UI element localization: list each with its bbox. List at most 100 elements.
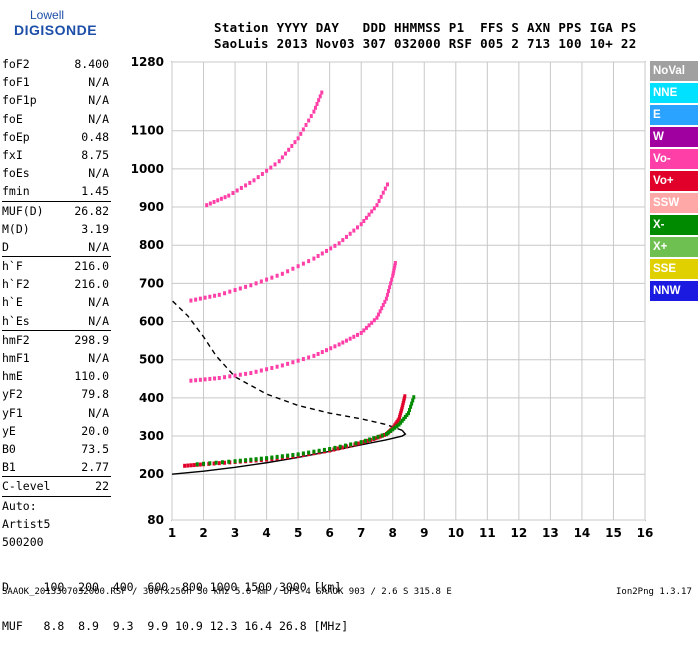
legend-item-sse: SSE: [650, 259, 698, 279]
echo-point: [239, 185, 243, 190]
echo-point: [381, 302, 385, 307]
echo-point: [352, 334, 356, 339]
param-name: hmF2: [2, 332, 30, 347]
echo-point: [299, 131, 303, 136]
echo-point: [212, 199, 216, 204]
echo-point: [244, 371, 248, 376]
echo-point: [380, 306, 384, 311]
echo-point: [392, 268, 396, 273]
echo-point: [286, 453, 290, 458]
echo-point: [293, 140, 297, 145]
param-row: Auto:: [2, 497, 114, 515]
param-value: N/A: [88, 405, 109, 420]
echo-point: [254, 457, 258, 462]
param-value: 0.48: [81, 129, 109, 144]
echo-point: [375, 203, 379, 208]
y-tick-label: 700: [139, 276, 164, 290]
echo-point: [364, 325, 368, 330]
echo-point: [307, 118, 311, 123]
echo-point: [265, 168, 269, 173]
param-name: fmin: [2, 184, 30, 199]
param-name: hmE: [2, 369, 23, 384]
echo-point: [208, 376, 212, 381]
echo-point: [390, 277, 394, 282]
echo-point: [212, 461, 216, 466]
echo-point: [317, 448, 321, 453]
distance-row: D 100 200 400 600 800 1000 1500 3000 [km…: [2, 580, 342, 594]
param-value: N/A: [88, 351, 109, 365]
echo-point: [412, 395, 416, 400]
param-name: fxI: [2, 147, 23, 162]
echo-point: [395, 424, 399, 429]
echo-point: [260, 171, 264, 176]
x-tick-label: 1: [168, 526, 176, 540]
param-name: h`Es: [2, 313, 30, 328]
echo-point: [304, 122, 308, 127]
echo-point: [400, 418, 404, 423]
param-name: foF2: [2, 57, 30, 71]
echo-point: [291, 360, 295, 365]
param-name: MUF(D): [2, 203, 44, 218]
echo-point: [408, 407, 412, 412]
param-row: foE N/A: [2, 110, 114, 128]
echo-point: [341, 238, 345, 243]
param-name: Artist5: [2, 516, 51, 531]
echo-point: [296, 264, 300, 269]
echo-point: [233, 459, 237, 464]
x-tick-label: 8: [389, 526, 397, 540]
echo-point: [195, 462, 199, 467]
legend: NoVal NNE E W Vo- Vo+ SSW X- X+ SSE NNW: [650, 61, 698, 303]
echo-point: [393, 263, 397, 268]
echo-point: [320, 350, 324, 355]
echo-point: [385, 292, 389, 297]
echo-point: [366, 438, 370, 443]
echo-point: [338, 444, 342, 449]
echo-point: [301, 261, 305, 266]
echo-point: [296, 452, 300, 457]
param-name: foF1p: [2, 93, 37, 108]
param-row: B1 2.77: [2, 458, 114, 476]
legend-item-w: W: [650, 127, 698, 147]
echo-point: [219, 196, 223, 201]
x-tick-label: 13: [542, 526, 559, 540]
logo-line1: Lowell: [30, 8, 65, 22]
echo-point: [287, 147, 291, 152]
x-tick-label: 6: [325, 526, 333, 540]
param-row: yF2 79.8: [2, 385, 114, 403]
echo-point: [213, 293, 217, 298]
echo-point: [284, 151, 288, 156]
y-tick-label: 400: [139, 391, 164, 405]
param-value: N/A: [88, 93, 109, 108]
param-row: Artist5: [2, 515, 114, 533]
echo-point: [328, 447, 332, 452]
echo-point: [389, 428, 393, 433]
param-value: 22: [95, 479, 109, 494]
param-row: 500200: [2, 533, 114, 551]
echo-point: [367, 212, 371, 217]
echo-point: [217, 376, 221, 381]
echo-point: [208, 201, 212, 206]
echo-point: [383, 186, 387, 191]
muf-row: MUF 8.8 8.9 9.3 9.9 10.9 12.3 16.4 26.8 …: [2, 619, 349, 633]
echo-point: [265, 367, 269, 372]
echo-point: [392, 266, 396, 271]
echo-point: [403, 394, 407, 399]
legend-item-e: E: [650, 105, 698, 125]
param-row: foEs N/A: [2, 164, 114, 182]
x-tick-label: 11: [479, 526, 496, 540]
legend-item-noval: NoVal: [650, 61, 698, 81]
x-tick-label: 2: [199, 526, 207, 540]
param-name: h`F2: [2, 277, 30, 292]
echo-point: [290, 143, 294, 148]
y-tick-label: 1100: [131, 124, 164, 138]
y-tick-label: 1000: [131, 162, 164, 176]
echo-point: [391, 427, 395, 432]
param-separator: [2, 200, 111, 202]
echo-point: [214, 460, 218, 465]
echo-point: [340, 445, 344, 450]
echo-point: [337, 342, 341, 347]
param-value: N/A: [88, 313, 109, 328]
echo-point: [269, 165, 273, 170]
param-name: foEs: [2, 166, 30, 181]
echo-point: [270, 455, 274, 460]
